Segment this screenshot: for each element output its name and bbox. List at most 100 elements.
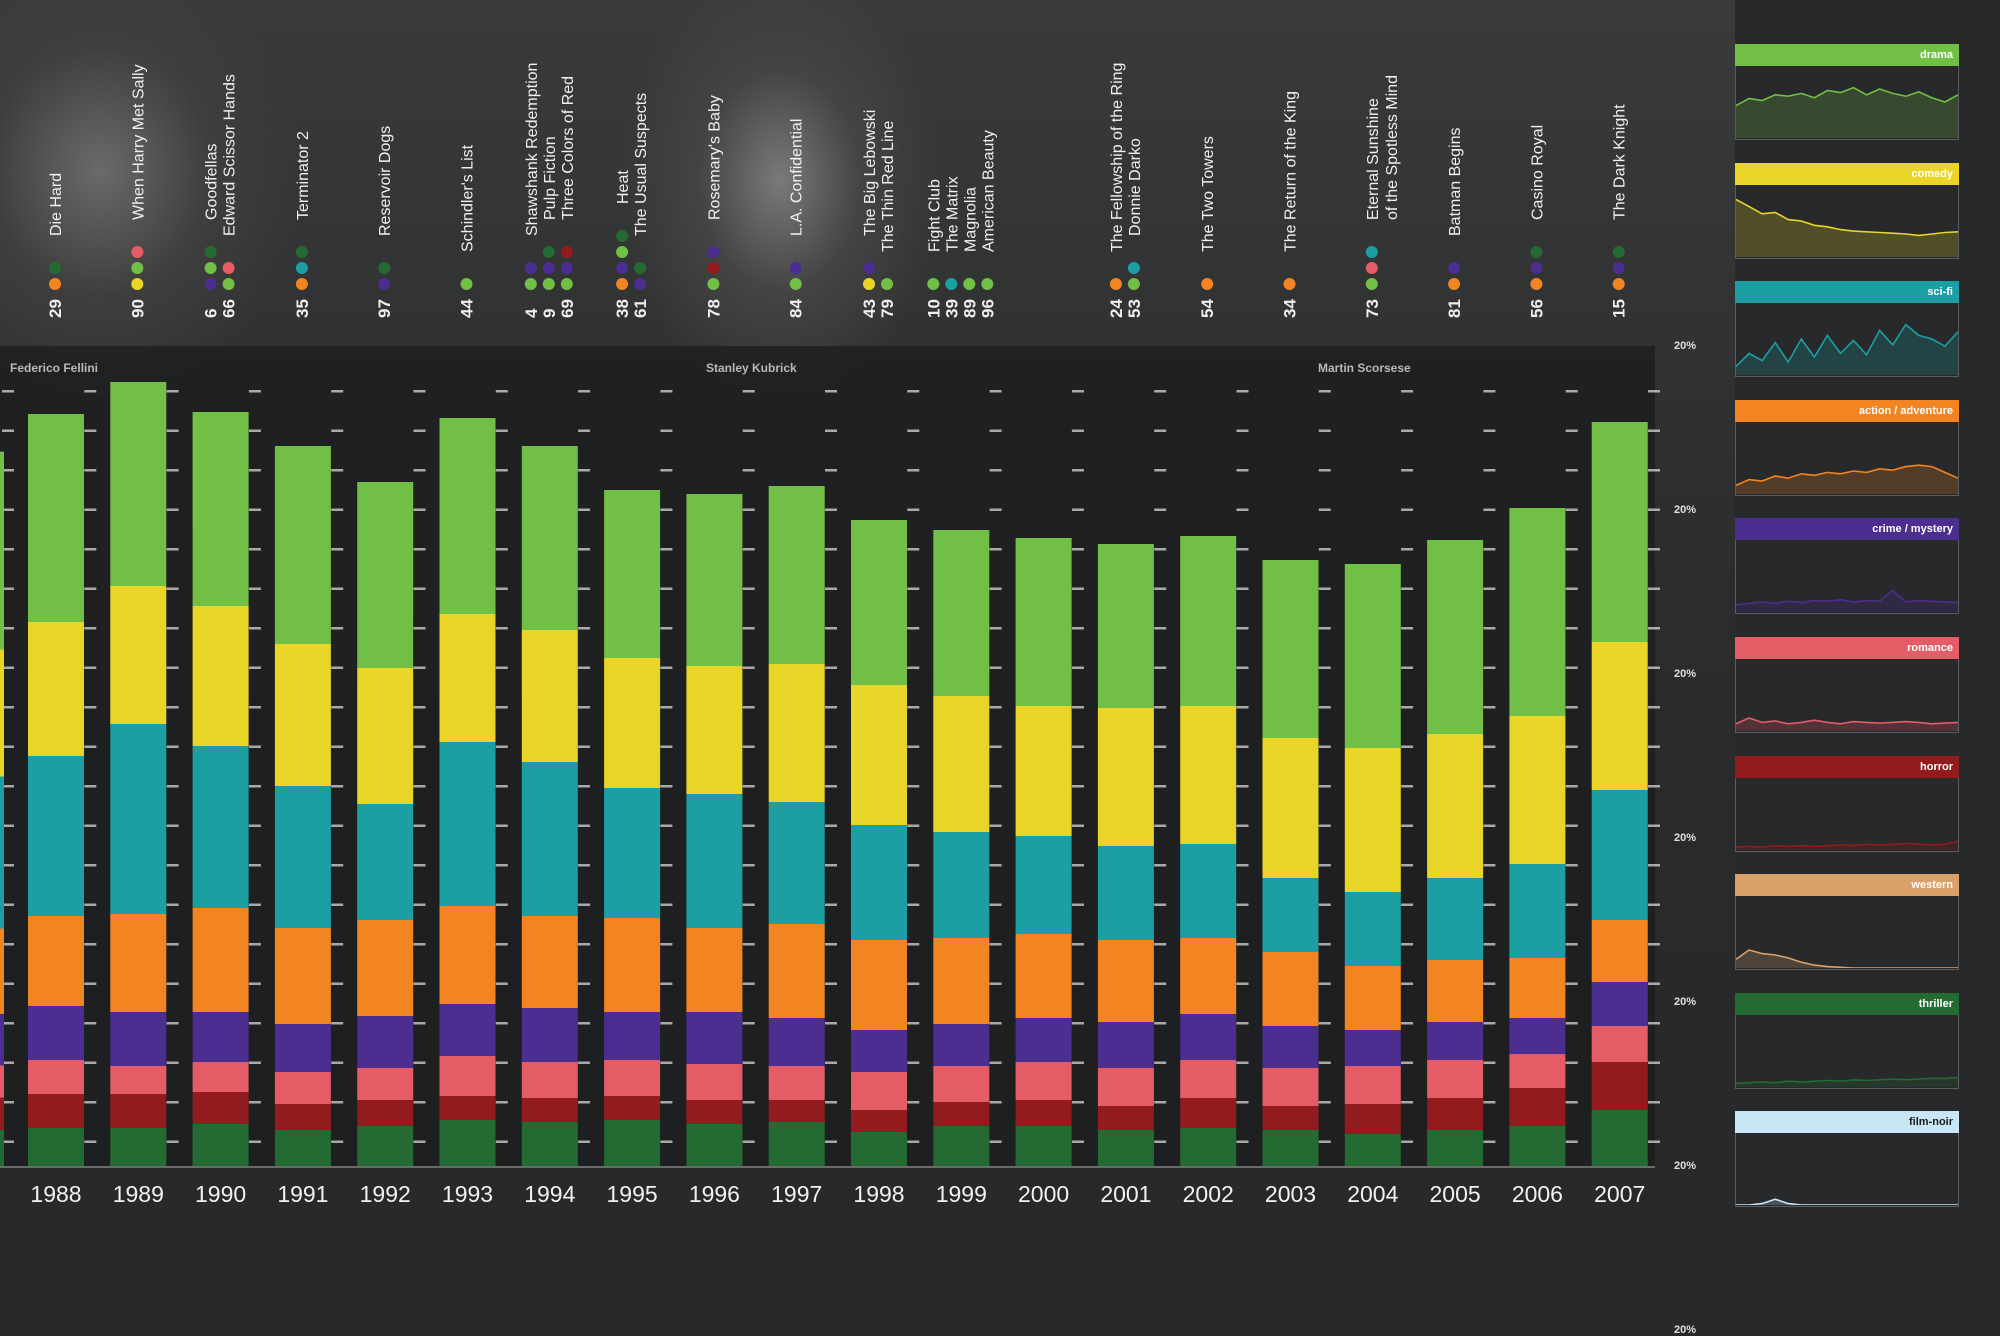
bar-segment-sci-fi bbox=[192, 746, 249, 908]
grid-dash bbox=[989, 508, 1002, 511]
grid-dash bbox=[84, 1061, 97, 1064]
grid-dash bbox=[495, 1022, 508, 1025]
film-rank: 39 bbox=[942, 299, 961, 318]
grid-dash bbox=[1565, 429, 1578, 432]
grid-dash bbox=[1236, 943, 1249, 946]
genre-dot bbox=[49, 278, 61, 290]
grid-dash bbox=[578, 508, 591, 511]
grid-dash bbox=[1648, 745, 1660, 748]
grid-dash bbox=[907, 548, 920, 551]
bar-segment-sci-fi bbox=[1344, 892, 1401, 966]
grid-dash bbox=[1318, 666, 1331, 669]
bar-segment-drama bbox=[851, 520, 907, 685]
film-rank: 90 bbox=[128, 299, 147, 318]
film-title: The Big Lebowski bbox=[862, 110, 879, 236]
film-rank: 10 bbox=[924, 299, 943, 318]
bar-segment-horror bbox=[1015, 1100, 1072, 1126]
grid-dash bbox=[495, 587, 508, 590]
grid-dash bbox=[907, 469, 920, 472]
grid-dash bbox=[1401, 666, 1414, 669]
film-title: of the Spotless Mind bbox=[1384, 75, 1401, 220]
film-rank: 53 bbox=[1125, 299, 1144, 318]
bar-segment-action-adventure bbox=[1262, 952, 1319, 1026]
grid-dash bbox=[1648, 429, 1660, 432]
grid-dash bbox=[166, 785, 179, 788]
trend-line bbox=[1735, 1076, 1959, 1084]
bar-segment-romance bbox=[274, 1072, 331, 1104]
grid-dash bbox=[1401, 864, 1414, 867]
grid-dash bbox=[1565, 666, 1578, 669]
grid-dash bbox=[660, 627, 673, 630]
x-tick-label: 2002 bbox=[1183, 1181, 1234, 1207]
grid-dash bbox=[1236, 429, 1249, 432]
grid-dash bbox=[413, 1101, 426, 1104]
grid-dash bbox=[84, 824, 97, 827]
grid-dash bbox=[1483, 429, 1496, 432]
bar-segment-crime-mystery bbox=[1180, 1014, 1237, 1060]
grid-dash bbox=[989, 706, 1002, 709]
grid-dash bbox=[2, 666, 14, 669]
bar-segment-comedy bbox=[192, 606, 249, 746]
bar-segment-horror bbox=[1097, 1106, 1154, 1130]
bar-segment-drama bbox=[521, 446, 578, 630]
genre-dot bbox=[945, 278, 958, 290]
bar-segment-thriller bbox=[768, 1122, 825, 1166]
bar-segment-edge bbox=[0, 928, 4, 1014]
trend-sparkline-svg bbox=[1735, 717, 1959, 731]
grid-dash bbox=[660, 1022, 673, 1025]
grid-dash bbox=[907, 1061, 920, 1064]
trend-line bbox=[1735, 86, 1959, 107]
grid-dash bbox=[1401, 1022, 1414, 1025]
genre-dot bbox=[560, 262, 573, 274]
bar-segment-sci-fi bbox=[1097, 846, 1154, 940]
trend-header-romance: romance bbox=[1735, 637, 1959, 659]
grid-dash bbox=[1483, 982, 1496, 985]
trend-header-sci-fi: sci-fi bbox=[1735, 281, 1959, 304]
grid-dash bbox=[248, 1101, 261, 1104]
grid-dash bbox=[248, 548, 261, 551]
film-rank: 24 bbox=[1107, 299, 1126, 318]
bar-segment-comedy bbox=[521, 630, 578, 762]
genre-dot bbox=[1530, 262, 1543, 274]
grid-dash bbox=[1318, 943, 1331, 946]
genre-dot bbox=[789, 262, 802, 274]
trend-line bbox=[1735, 198, 1959, 236]
grid-dash bbox=[413, 903, 426, 906]
genre-dot bbox=[295, 262, 308, 274]
grid-dash bbox=[1648, 587, 1660, 590]
bar-segment-drama bbox=[1427, 540, 1484, 734]
bar-segment-thriller bbox=[933, 1126, 990, 1166]
film-rank: 78 bbox=[704, 299, 723, 318]
grid-dash bbox=[2, 587, 14, 590]
grid-dash bbox=[1483, 666, 1496, 669]
bar-segment-horror bbox=[28, 1094, 84, 1128]
grid-dash bbox=[1236, 627, 1249, 630]
grid-dash bbox=[495, 548, 508, 551]
genre-dot bbox=[707, 262, 720, 274]
grid-dash bbox=[1483, 903, 1496, 906]
grid-dash bbox=[825, 864, 837, 867]
grid-dash bbox=[1565, 1061, 1578, 1064]
bar-segment-horror bbox=[1180, 1098, 1237, 1128]
grid-dash bbox=[742, 864, 755, 867]
trend-sparkline-svg bbox=[1735, 464, 1959, 494]
x-tick-label: 1988 bbox=[30, 1181, 81, 1207]
bar-segment-drama bbox=[439, 418, 496, 614]
grid-dash bbox=[989, 785, 1002, 788]
genre-dot bbox=[560, 246, 573, 258]
grid-dash bbox=[1318, 982, 1331, 985]
grid-dash bbox=[84, 785, 97, 788]
grid-dash bbox=[2, 1022, 14, 1025]
bar-segment-thriller bbox=[192, 1124, 249, 1166]
trend-line bbox=[1735, 464, 1959, 486]
grid-dash bbox=[907, 903, 920, 906]
grid-dash bbox=[742, 666, 755, 669]
genre-dot bbox=[863, 278, 875, 290]
grid-dash bbox=[2, 627, 14, 630]
grid-dash bbox=[166, 824, 179, 827]
bar-segment-drama bbox=[274, 446, 331, 644]
grid-dash bbox=[1236, 1101, 1249, 1104]
grid-dash bbox=[1648, 548, 1660, 551]
grid-dash bbox=[660, 1061, 673, 1064]
grid-dash bbox=[1154, 943, 1167, 946]
